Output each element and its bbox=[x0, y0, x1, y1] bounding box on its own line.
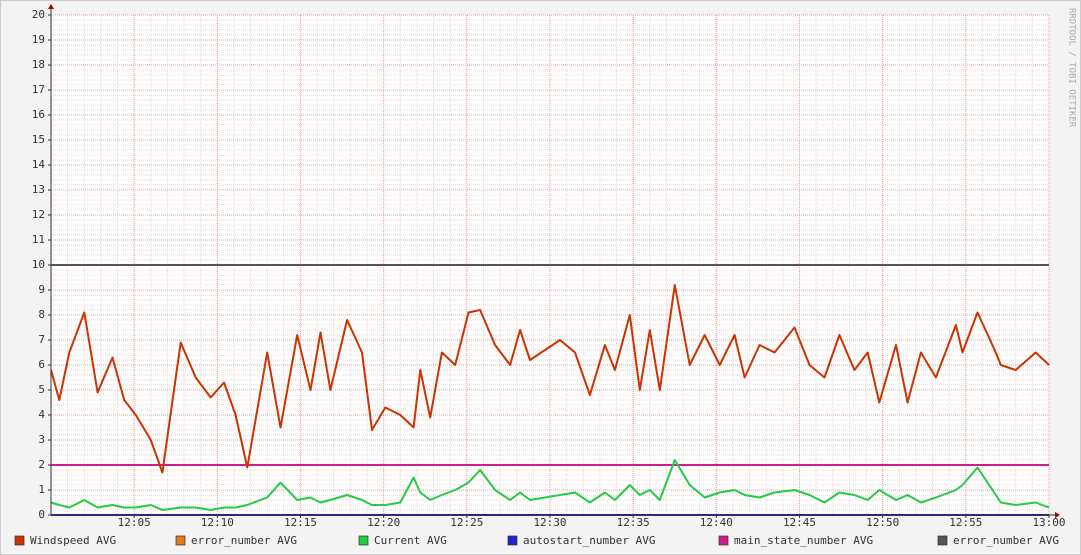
legend-label: error_number AVG bbox=[191, 534, 297, 547]
x-tick-label: 12:35 bbox=[617, 516, 650, 529]
y-tick-label: 3 bbox=[38, 433, 45, 446]
legend-swatch bbox=[718, 535, 729, 546]
axes bbox=[48, 4, 1060, 518]
y-tick-label: 16 bbox=[32, 108, 45, 121]
x-tick-label: 12:20 bbox=[367, 516, 400, 529]
x-tick-label: 12:55 bbox=[949, 516, 982, 529]
legend-label: Windspeed AVG bbox=[30, 534, 116, 547]
y-tick-label: 13 bbox=[32, 183, 45, 196]
legend-label: main_state_number AVG bbox=[734, 534, 873, 547]
y-tick-label: 11 bbox=[32, 233, 45, 246]
y-tick-label: 14 bbox=[32, 158, 46, 171]
x-tick-label: 12:10 bbox=[201, 516, 234, 529]
x-tick-label: 12:50 bbox=[866, 516, 899, 529]
y-tick-label: 1 bbox=[38, 483, 45, 496]
y-tick-label: 6 bbox=[38, 358, 45, 371]
x-tick-label: 12:15 bbox=[284, 516, 317, 529]
y-tick-label: 4 bbox=[38, 408, 45, 421]
y-tick-label: 12 bbox=[32, 208, 45, 221]
legend-label: autostart_number AVG bbox=[523, 534, 655, 547]
y-tick-label: 8 bbox=[38, 308, 45, 321]
x-tick-label: 12:45 bbox=[783, 516, 816, 529]
y-tick-label: 5 bbox=[38, 383, 45, 396]
legend-label: error_number AVG bbox=[953, 534, 1059, 547]
y-tick-label: 0 bbox=[38, 508, 45, 521]
x-arrow bbox=[1055, 512, 1060, 518]
legend: Windspeed AVG error_number AVG Current AVG… bbox=[14, 534, 1059, 547]
legend-swatch bbox=[937, 535, 948, 546]
y-tick-label: 9 bbox=[38, 283, 45, 296]
x-tick-label: 12:05 bbox=[118, 516, 151, 529]
y-tick-label: 10 bbox=[32, 258, 45, 271]
series-line bbox=[50, 459, 1050, 511]
y-tick-label: 2 bbox=[38, 458, 45, 471]
legend-swatch bbox=[14, 535, 25, 546]
series-line bbox=[50, 284, 1050, 474]
y-tick-label: 19 bbox=[32, 33, 45, 46]
legend-swatch bbox=[507, 535, 518, 546]
legend-swatch bbox=[358, 535, 369, 546]
x-tick-label: 12:40 bbox=[700, 516, 733, 529]
y-tick-label: 20 bbox=[32, 8, 45, 21]
y-arrow bbox=[48, 4, 54, 9]
y-tick-label: 18 bbox=[32, 58, 45, 71]
legend-label: Current AVG bbox=[374, 534, 447, 547]
y-tick-label: 7 bbox=[38, 333, 45, 346]
watermark: RRDTOOL / TOBI OETIKER bbox=[1067, 8, 1077, 128]
x-tick-label: 13:00 bbox=[1032, 516, 1065, 529]
legend-swatch bbox=[175, 535, 186, 546]
x-tick-label: 12:25 bbox=[450, 516, 483, 529]
y-tick-label: 15 bbox=[32, 133, 45, 146]
x-tick-label: 12:30 bbox=[533, 516, 566, 529]
y-tick-label: 17 bbox=[32, 83, 45, 96]
